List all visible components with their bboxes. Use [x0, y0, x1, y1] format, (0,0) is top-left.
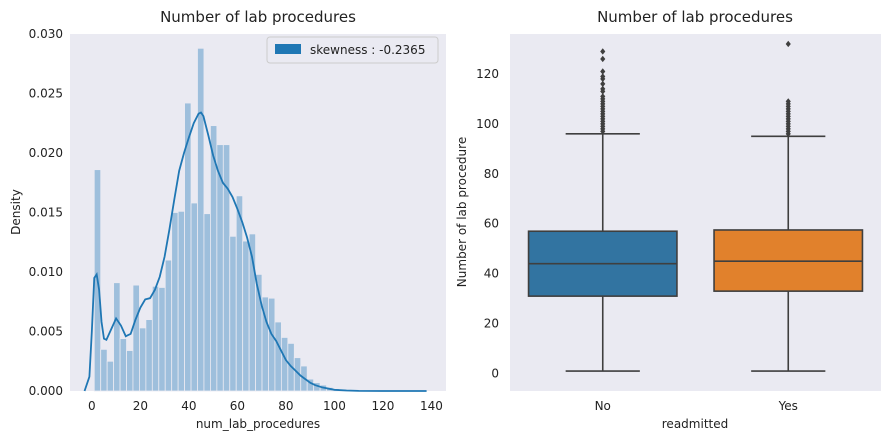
y-tick-label: 40 [484, 267, 499, 281]
y-tick-label: 120 [476, 67, 499, 81]
histogram-bar [235, 195, 244, 392]
outlier-point [600, 55, 606, 63]
y-tick-label: 60 [484, 217, 499, 231]
boxplot-panel: 0 20 40 60 80 100 120 No Yes Number of lab proc… [455, 8, 881, 431]
y-tick-label: 0.005 [29, 325, 63, 339]
legend-label: skewness : -0.2365 [310, 43, 425, 57]
y-tick-label: 0.025 [29, 87, 63, 101]
boxplot-x-ticks: No Yes [595, 399, 798, 413]
x-tick-label: 80 [278, 399, 293, 413]
outlier-point [785, 40, 791, 48]
x-tick-label: 40 [181, 399, 196, 413]
y-tick-label: 0.010 [29, 265, 63, 279]
boxplot-plot-area [510, 34, 881, 391]
histogram-bar [190, 202, 198, 392]
y-tick-label: 0.000 [29, 384, 63, 398]
histogram-bar [274, 321, 282, 392]
x-tick-label: Yes [778, 399, 798, 413]
histogram-bar [222, 144, 231, 392]
histogram-y-ticks: 0.000 0.005 0.010 0.015 0.020 0.025 0.030 [29, 27, 63, 398]
y-tick-label: 100 [476, 117, 499, 131]
boxplot-y-label: Number of lab procedure [455, 137, 469, 287]
outlier-point [600, 85, 606, 93]
y-tick-label: 20 [484, 317, 499, 331]
y-tick-label: 0.015 [29, 206, 63, 220]
histogram-bar [106, 360, 115, 392]
histogram-x-label: num_lab_procedures [196, 417, 320, 431]
histogram-bar [177, 210, 185, 392]
outlier-point [785, 98, 791, 105]
y-tick-label: 80 [484, 167, 499, 181]
outlier-point [600, 73, 606, 80]
x-tick-label: 100 [323, 399, 346, 413]
histogram-bar [126, 350, 134, 392]
x-tick-label: 0 [88, 399, 96, 413]
histogram-title: Number of lab procedures [160, 8, 356, 26]
boxplot-y-ticks: 0 20 40 60 80 100 120 [476, 67, 499, 381]
x-tick-label: 20 [133, 399, 148, 413]
histogram-bar [280, 337, 289, 392]
histogram-bar [197, 47, 205, 392]
y-tick-label: 0.030 [29, 27, 63, 41]
histogram-y-label: Density [9, 189, 23, 235]
histogram-bar [203, 213, 211, 392]
x-tick-label: 120 [371, 399, 394, 413]
histogram-x-ticks: 0 20 40 60 80 100 120 140 [88, 399, 443, 413]
histogram-bar [100, 348, 108, 392]
x-tick-label: 140 [420, 399, 443, 413]
x-tick-label: No [595, 399, 611, 413]
histogram-bar [132, 284, 140, 392]
histogram-bar [268, 297, 276, 392]
boxplot-title: Number of lab procedures [597, 8, 793, 26]
histogram-panel: 0 20 40 60 80 100 120 140 0.0000.0050.0100.0150… [9, 8, 446, 431]
histogram-bar [242, 240, 250, 392]
histogram-bar [229, 235, 237, 392]
histogram-bar [158, 287, 166, 392]
histogram-bars [93, 47, 353, 392]
outlier-point [600, 48, 606, 55]
outlier-point [600, 93, 606, 100]
kde-line [83, 111, 427, 392]
y-tick-label: 0 [491, 367, 499, 381]
boxplot-boxes [527, 40, 864, 372]
legend: skewness : -0.2365 [266, 36, 439, 64]
histogram-bar [113, 282, 121, 392]
histogram-bar [164, 259, 173, 392]
outlier-point [600, 68, 606, 75]
x-tick-label: 60 [230, 399, 245, 413]
histogram-bar [119, 338, 127, 392]
histogram-bar [171, 212, 179, 392]
legend-box [266, 36, 439, 64]
histogram-bar [145, 319, 153, 392]
y-tick-label: 0.020 [29, 146, 63, 160]
histogram-bar [151, 285, 160, 392]
legend-swatch [275, 44, 301, 54]
outlier-point [600, 80, 606, 88]
histogram-bar [139, 327, 147, 392]
boxplot-x-label: readmitted [662, 417, 728, 431]
